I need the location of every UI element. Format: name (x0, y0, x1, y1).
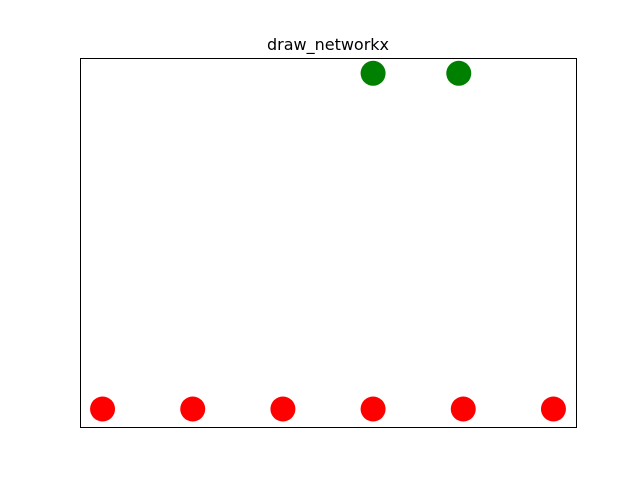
graph-node-2 (270, 396, 296, 422)
graph-node-6 (360, 60, 386, 86)
graph-node-1 (180, 396, 206, 422)
plot-title: draw_networkx (267, 35, 389, 55)
graph-node-3 (360, 396, 386, 422)
graph-node-7 (446, 60, 472, 86)
nodes-layer (90, 60, 566, 422)
graph-node-4 (450, 396, 476, 422)
axes-frame (80, 58, 577, 428)
graph-node-5 (540, 396, 566, 422)
graph-node-0 (90, 396, 116, 422)
